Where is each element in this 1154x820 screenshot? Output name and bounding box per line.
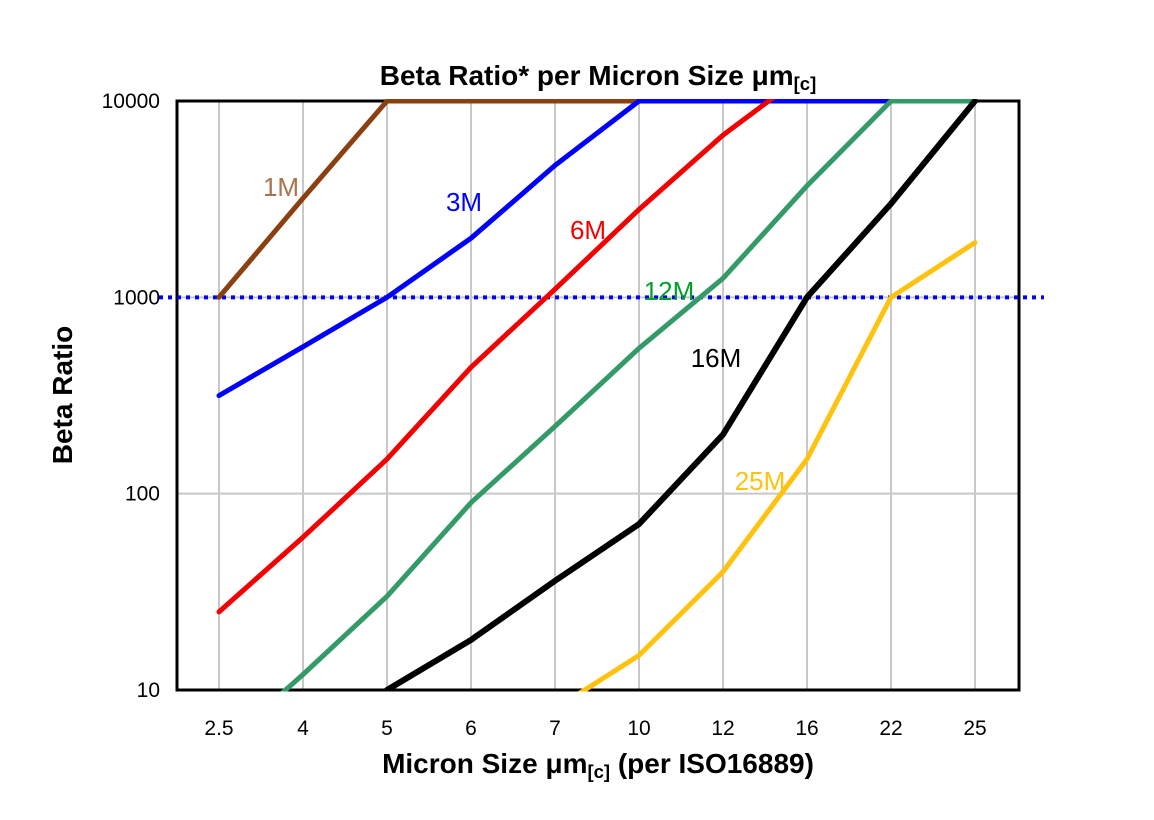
series-line-1M [216, 99, 642, 300]
chart-title-unit: μm [751, 60, 794, 91]
x-tick-label-2.5: 2.5 [204, 717, 233, 740]
x-axis-title-main: Micron Size [382, 748, 546, 779]
x-tick-label-16: 16 [795, 717, 818, 740]
series-label-3M: 3M [446, 187, 482, 217]
chart-title: Beta Ratio* per Micron Size μm[c] [177, 60, 1019, 95]
y-axis-title-text: Beta Ratio [47, 325, 78, 465]
x-axis-title-unit: μm [545, 748, 588, 779]
x-axis-title: Micron Size μm[c] (per ISO16889) [177, 748, 1019, 783]
x-tick-label-12: 12 [711, 717, 734, 740]
series-line-12M [280, 99, 978, 692]
x-tick-label-25: 25 [963, 717, 986, 740]
series-line-25M [577, 240, 978, 692]
y-tick-label-10: 10 [137, 679, 160, 702]
series-label-25M: 25M [735, 466, 786, 496]
x-tick-label-10: 10 [627, 717, 650, 740]
y-tick-label-100: 100 [125, 483, 160, 506]
x-tick-label-7: 7 [549, 717, 561, 740]
series-label-12M: 12M [644, 276, 695, 306]
series-label-6M: 6M [570, 215, 606, 245]
x-axis-title-suffix: (per ISO16889) [610, 748, 814, 779]
series-label-16M: 16M [691, 343, 742, 373]
x-tick-label-5: 5 [381, 717, 393, 740]
y-tick-label-10000: 10000 [102, 90, 160, 113]
x-tick-label-4: 4 [297, 717, 309, 740]
chart-title-main: Beta Ratio* per Micron Size [379, 60, 752, 91]
chart-title-subscript: [c] [793, 73, 817, 95]
series-line-3M [216, 99, 894, 399]
y-axis-title: Beta Ratio [47, 326, 79, 464]
series-line-16M [384, 99, 978, 692]
series-label-1M: 1M [263, 172, 299, 202]
x-tick-label-6: 6 [465, 717, 477, 740]
y-tick-label-1000: 1000 [113, 286, 160, 309]
x-tick-label-22: 22 [879, 717, 902, 740]
x-axis-title-subscript: [c] [587, 761, 611, 783]
series-line-6M [216, 99, 776, 615]
